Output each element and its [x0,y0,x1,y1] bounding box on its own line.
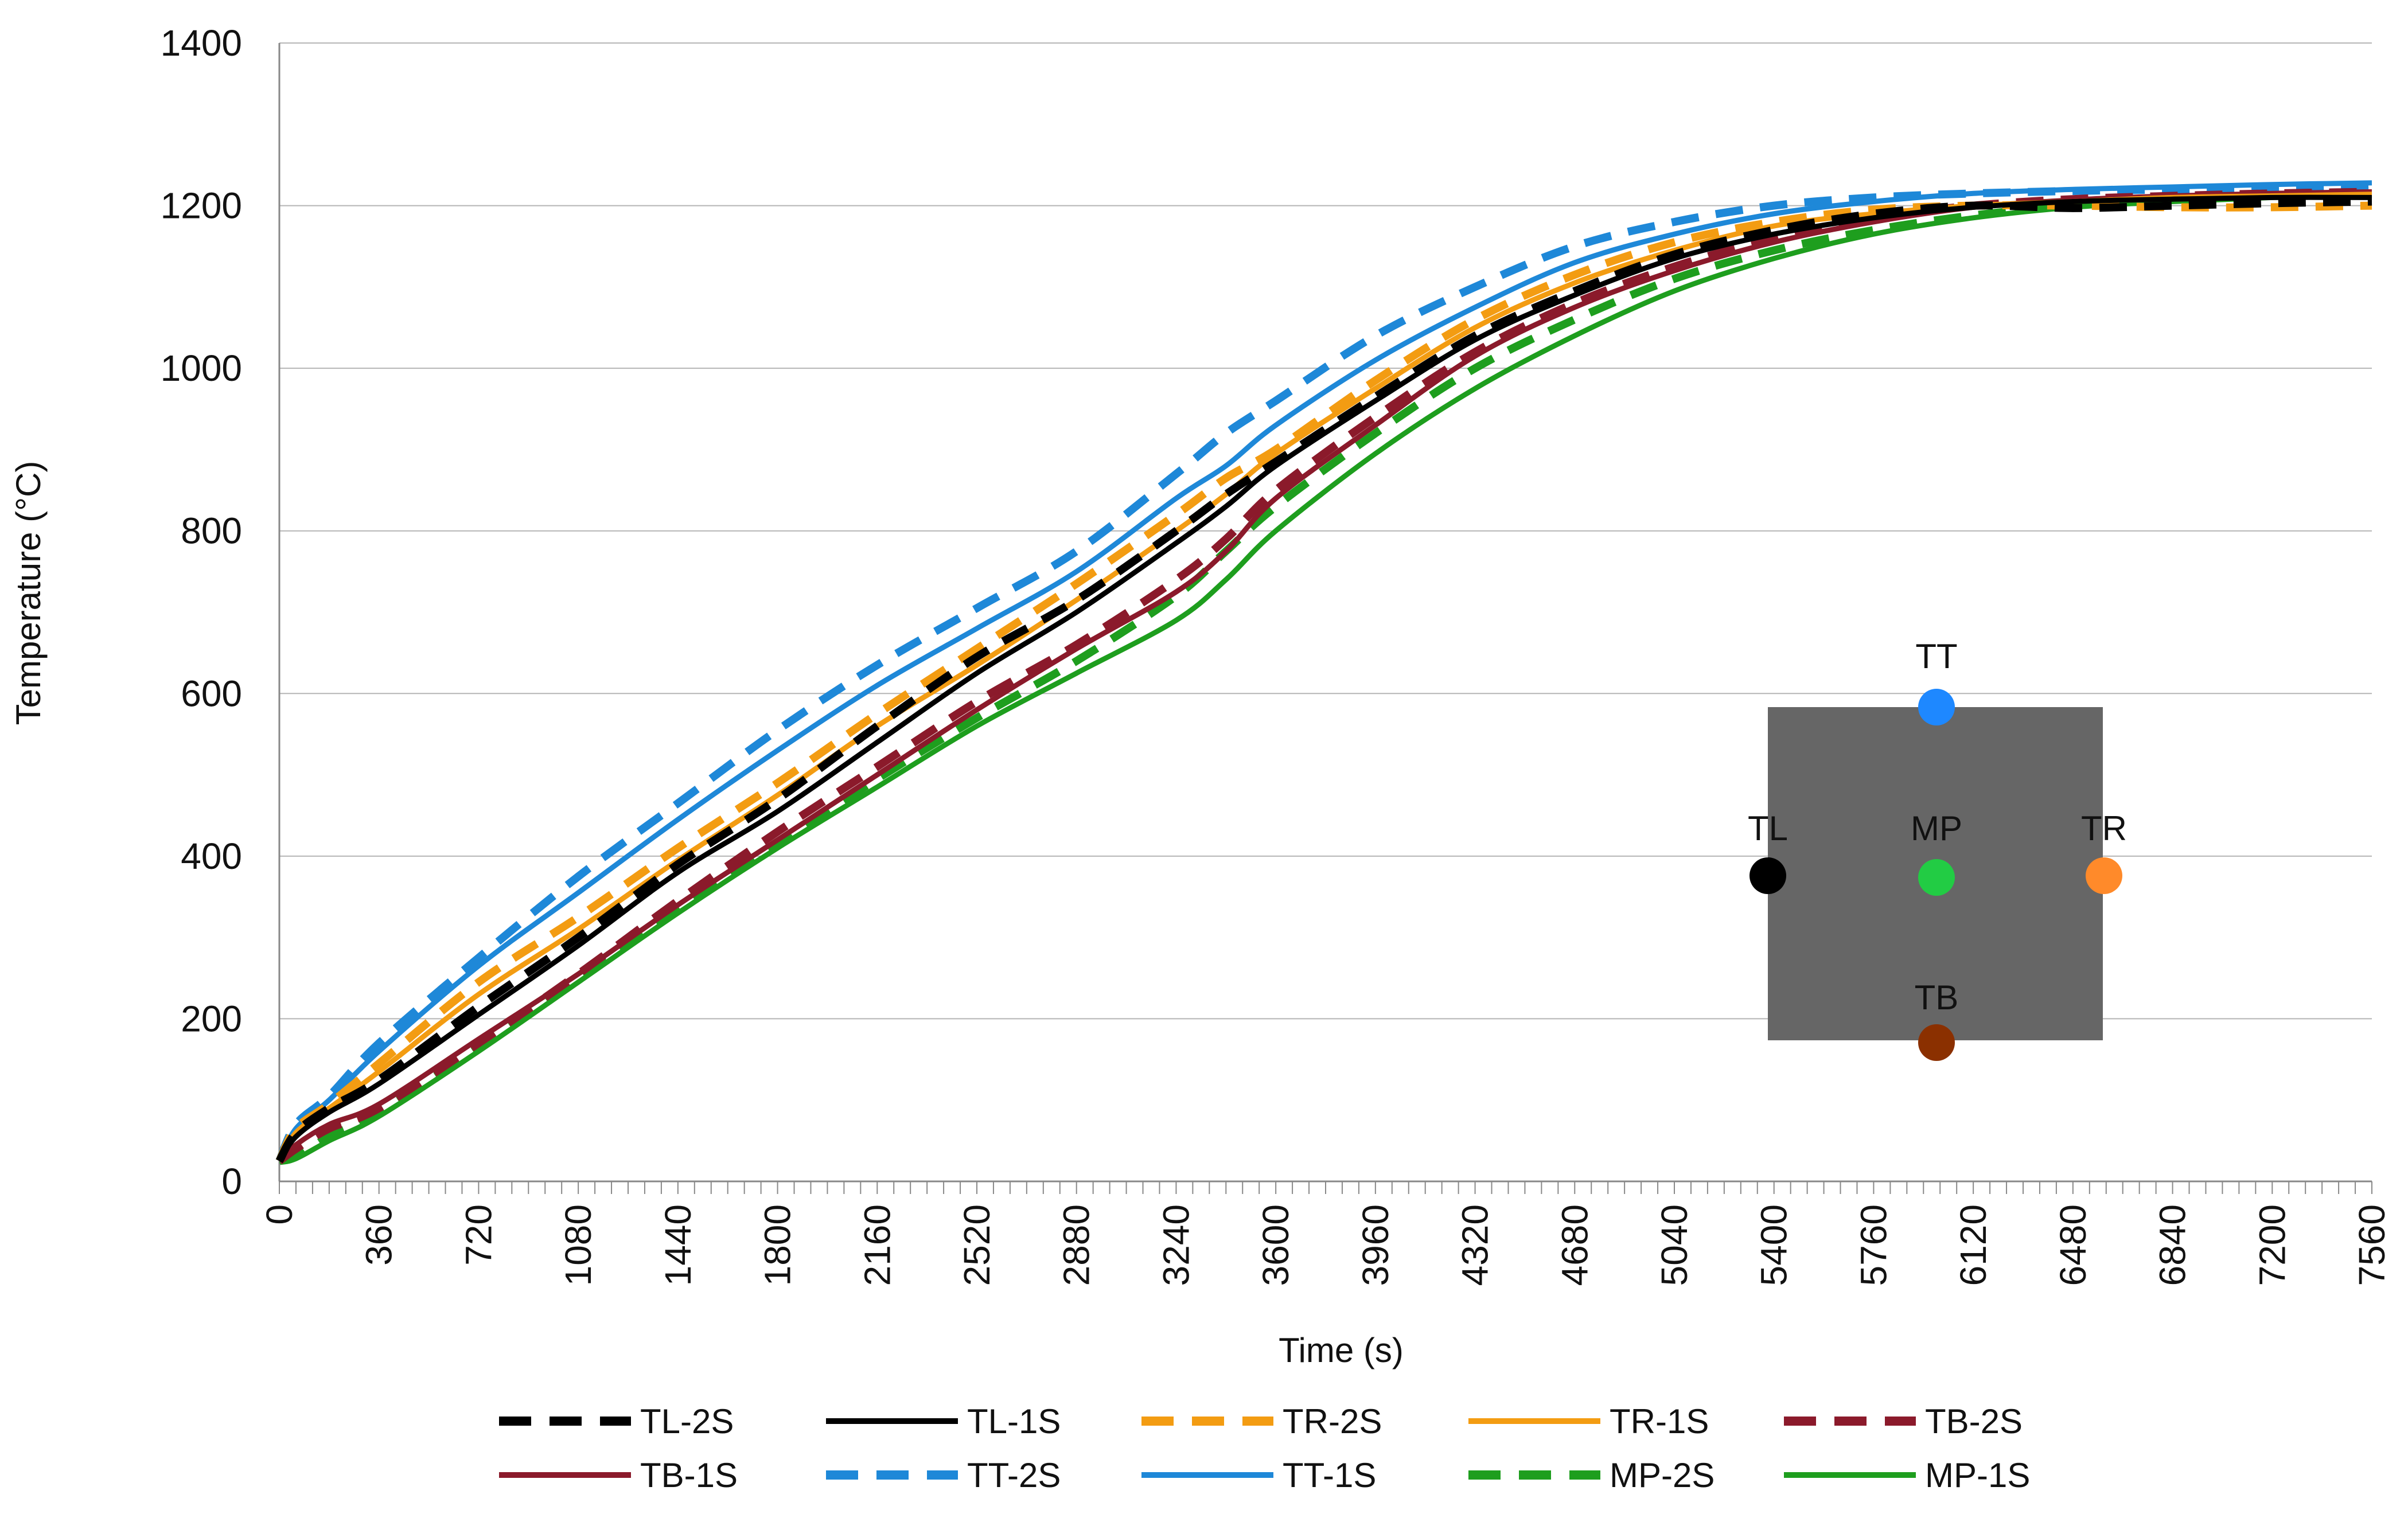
legend-item-tr-2s: TR-2S [1141,1402,1382,1441]
x-tick-label-720: 720 [458,1204,499,1266]
x-tick-label-2160: 2160 [856,1204,898,1286]
legend-label-tb-2s: TB-2S [1925,1402,2023,1441]
legend-label-mp-1s: MP-1S [1925,1456,2030,1495]
inset-label-tl: TL [1748,809,1788,848]
legend-label-tr-1s: TR-1S [1610,1402,1709,1441]
legend-label-tt-1s: TT-1S [1283,1456,1376,1495]
legend-item-tl-1s: TL-1S [826,1402,1061,1441]
y-axis-label: Temperature (°C) [9,461,48,725]
inset-label-tt: TT [1915,637,1957,676]
x-tick-label-5040: 5040 [1654,1204,1695,1286]
y-tick-label-600: 600 [181,673,242,714]
y-tick-label-200: 200 [181,998,242,1039]
x-tick-label-7560: 7560 [2351,1204,2393,1286]
inset-label-tr: TR [2081,809,2127,848]
x-tick-label-3960: 3960 [1355,1204,1396,1286]
y-tick-label-0: 0 [221,1161,242,1202]
inset-label-tb: TB [1915,978,1959,1017]
x-tick-label-3240: 3240 [1155,1204,1197,1286]
x-tick-label-6840: 6840 [2152,1204,2193,1286]
legend-item-tl-2s: TL-2S [499,1402,734,1441]
x-tick-label-2880: 2880 [1056,1204,1097,1286]
x-tick-label-0: 0 [259,1204,300,1225]
legend-item-tt-1s: TT-1S [1141,1456,1376,1495]
legend: TL-2S TL-1S TR-2S TR-1S TB-2S TB-1S TT-2S TT-1S… [499,1402,2030,1495]
y-tick-label-400: 400 [181,836,242,877]
x-tick-label-1800: 1800 [757,1204,798,1286]
inset-label-mp: MP [1911,809,1962,848]
legend-item-tr-1s: TR-1S [1468,1402,1709,1441]
series-line-tt-2s [275,181,2372,1163]
legend-label-tl-2s: TL-2S [640,1402,734,1441]
inset-marker-tt [1918,689,1955,725]
x-axis-label: Time (s) [1279,1331,1404,1369]
y-tick-label-800: 800 [181,510,242,552]
legend-label-tb-1s: TB-1S [640,1456,738,1495]
x-tick-label-6120: 6120 [1953,1204,1994,1286]
legend-label-mp-2s: MP-2S [1610,1456,1715,1495]
x-tick-label-4320: 4320 [1455,1204,1496,1286]
inset-marker-tl [1749,857,1786,894]
x-tick-label-3600: 3600 [1255,1204,1296,1286]
series-line-tl-2s [275,197,2372,1164]
y-axis-ticks: 0 200 400 600 800 1000 1200 1400 [161,22,242,1202]
sensor-location-inset: TT TL MP TR TB [1748,637,2127,1061]
x-tick-label-7200: 7200 [2251,1204,2293,1286]
y-tick-label-1000: 1000 [161,348,242,389]
legend-item-mp-1s: MP-1S [1784,1456,2030,1495]
x-tick-label-6480: 6480 [2052,1204,2094,1286]
legend-item-mp-2s: MP-2S [1468,1456,1715,1495]
x-axis-ticks: 0 360 720 1080 1440 1800 2160 2520 2880 3240 3600 3… [259,1181,2393,1286]
legend-label-tt-2s: TT-2S [967,1456,1061,1495]
legend-item-tb-2s: TB-2S [1784,1402,2023,1441]
x-tick-label-4680: 4680 [1554,1204,1595,1286]
x-tick-label-5400: 5400 [1754,1204,1795,1286]
legend-item-tb-1s: TB-1S [499,1456,738,1495]
x-tick-label-360: 360 [359,1204,400,1266]
y-tick-label-1200: 1200 [161,185,242,227]
x-tick-label-1080: 1080 [558,1204,599,1286]
inset-marker-mp [1918,859,1955,896]
inset-marker-tr [2086,857,2122,894]
inset-marker-tb [1918,1024,1955,1061]
data-series [275,180,2372,1165]
y-tick-label-1400: 1400 [161,22,242,64]
legend-label-tl-1s: TL-1S [967,1402,1061,1441]
legend-item-tt-2s: TT-2S [826,1456,1061,1495]
x-tick-label-1440: 1440 [657,1204,699,1286]
series-line-tt-1s [276,180,2372,1162]
x-tick-label-2520: 2520 [956,1204,998,1286]
x-tick-label-5760: 5760 [1853,1204,1894,1286]
legend-label-tr-2s: TR-2S [1283,1402,1382,1441]
